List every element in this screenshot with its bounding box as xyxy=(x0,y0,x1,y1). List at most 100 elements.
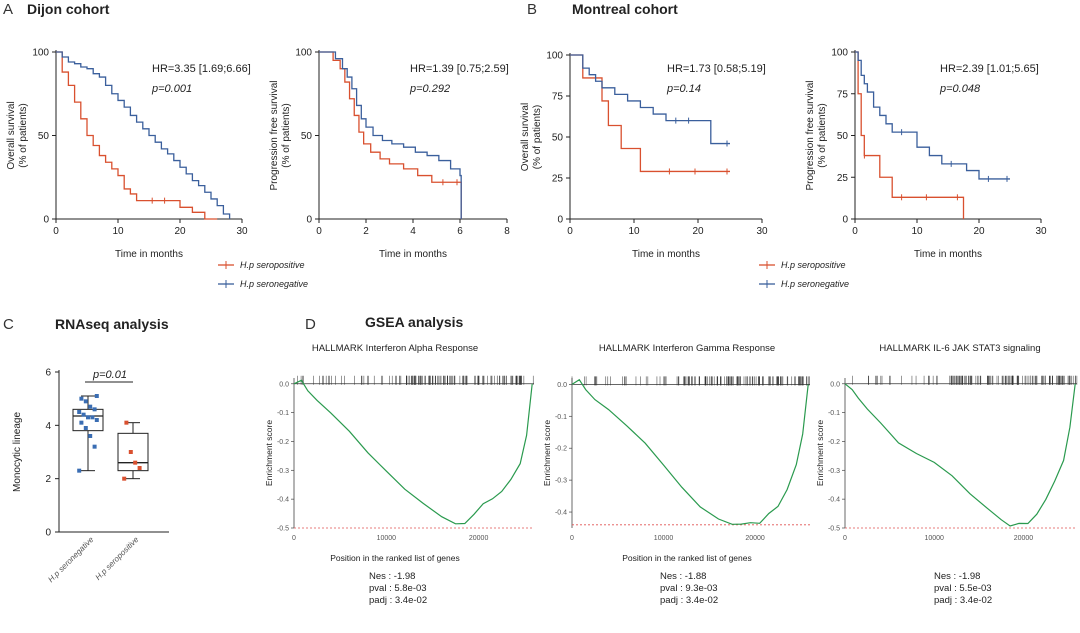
hazard-ratio-label: HR=1.73 [0.58;5.19] xyxy=(667,63,766,75)
y-tick-label: 0 xyxy=(557,215,563,226)
data-point xyxy=(137,466,142,470)
enrichment-curve xyxy=(844,383,1076,527)
y-axis-label: Enrichment score xyxy=(542,420,552,486)
km-chart-dijon-os: 0 10 20 30 0 50 100 Time in months Overall survi… xyxy=(6,48,251,261)
series-line-seronegative xyxy=(56,51,231,219)
data-point xyxy=(77,410,82,414)
padj-label: padj : 3.4e-02 xyxy=(660,595,718,606)
data-point xyxy=(77,468,82,473)
pval-label: pval : 5.5e-03 xyxy=(934,583,992,594)
x-tick-label: 20 xyxy=(174,226,186,237)
panel-title-rnaseq: RNAseq analysis xyxy=(55,316,169,332)
p-value-label: p=0.001 xyxy=(151,83,192,95)
legend-label-seronegative: H.p seronegative xyxy=(781,279,849,289)
p-value-label: p=0.292 xyxy=(409,83,450,95)
x-tick-label: 2 xyxy=(363,226,369,237)
series-line-seronegative xyxy=(570,54,730,145)
y-tick-label: 100 xyxy=(831,48,848,59)
y-tick-label: -0.1 xyxy=(555,414,567,421)
x-category-label: H.p seronegative xyxy=(46,535,96,585)
y-tick-label: -0.4 xyxy=(555,510,567,517)
y-tick-label: 0 xyxy=(45,528,51,539)
x-tick-label: 10 xyxy=(112,226,124,237)
y-axis-label-line: Overall survival xyxy=(6,101,17,169)
x-tick-label: 20000 xyxy=(469,535,489,542)
x-tick-label: 10000 xyxy=(377,535,397,542)
padj-label: padj : 3.4e-02 xyxy=(369,595,427,606)
y-axis-label: Enrichment score xyxy=(264,420,274,486)
x-axis-label: Time in months xyxy=(914,249,982,260)
data-point xyxy=(83,399,88,404)
x-tick-label: 0 xyxy=(316,226,322,237)
y-tick-label: 0.0 xyxy=(557,382,567,389)
nes-label: Nes : -1.98 xyxy=(934,571,980,582)
nes-label: Nes : -1.98 xyxy=(369,571,415,582)
y-tick-label: -0.1 xyxy=(828,410,840,417)
p-value-label: p=0.14 xyxy=(666,83,701,95)
x-tick-label: 20 xyxy=(973,226,985,237)
y-tick-label: 25 xyxy=(552,174,564,185)
gsea-chart-il6: HALLMARK IL-6 JAK STAT3 signaling 0.0 -0.1… xyxy=(815,343,1078,606)
box-iqr xyxy=(117,432,149,472)
y-tick-label: 25 xyxy=(837,173,849,184)
data-point xyxy=(133,460,138,465)
panel-letter-b: B xyxy=(527,1,537,18)
y-tick-label: 0 xyxy=(842,215,848,226)
panel-letter-a: A xyxy=(3,1,13,18)
data-point xyxy=(94,418,99,422)
y-tick-label: 50 xyxy=(301,131,313,142)
y-tick-label: -0.3 xyxy=(555,478,567,485)
gsea-title: HALLMARK IL-6 JAK STAT3 signaling xyxy=(879,343,1040,354)
y-tick-label: -0.3 xyxy=(828,468,840,475)
gsea-chart-ifna: HALLMARK Interferon Alpha Response 0.0 -0.… xyxy=(264,343,534,606)
km-chart-montreal-pfs: 0 10 20 30 0 25 50 75 100 Time in months Progressi… xyxy=(805,48,1047,261)
series-line-seropositive xyxy=(319,51,462,219)
x-tick-label: 8 xyxy=(504,226,510,237)
x-tick-label: 30 xyxy=(1035,226,1047,237)
enrichment-curve xyxy=(293,379,533,525)
y-tick-label: 0 xyxy=(306,215,312,226)
gsea-chart-ifng: HALLMARK Interferon Gamma Response 0.0 -0.… xyxy=(542,343,810,606)
pval-label: pval : 9.3e-03 xyxy=(660,583,718,594)
panel-title-montreal: Montreal cohort xyxy=(572,1,678,17)
y-tick-label: 75 xyxy=(552,92,564,103)
data-point xyxy=(128,450,133,454)
data-point xyxy=(94,394,99,398)
x-tick-label: 10 xyxy=(628,226,640,237)
x-axis-label: Time in months xyxy=(632,249,700,260)
y-tick-label: -0.3 xyxy=(277,468,289,475)
x-tick-label: 10000 xyxy=(654,535,674,542)
y-axis-label-line: (% of patients) xyxy=(281,103,292,167)
y-tick-label: 50 xyxy=(837,131,849,142)
y-tick-label: -0.5 xyxy=(277,526,289,533)
x-axis-label: Time in months xyxy=(379,249,447,260)
y-axis-label-line: (% of patients) xyxy=(532,105,543,169)
y-tick-label: 2 xyxy=(45,474,51,485)
x-tick-label: 0 xyxy=(570,535,574,542)
data-point xyxy=(83,426,88,430)
nes-label: Nes : -1.88 xyxy=(660,571,706,582)
y-tick-label: 100 xyxy=(295,48,312,59)
y-tick-label: -0.5 xyxy=(828,526,840,533)
y-tick-label: -0.2 xyxy=(828,439,840,446)
x-tick-label: 0 xyxy=(852,226,858,237)
y-tick-label: 4 xyxy=(45,421,51,432)
km-chart-montreal-os: 0 10 20 30 0 25 50 75 100 Time in months Overall s… xyxy=(520,51,768,261)
x-tick-label: 0 xyxy=(567,226,573,237)
x-category-label: H.p seropositive xyxy=(93,535,140,582)
x-tick-label: 0 xyxy=(53,226,59,237)
y-tick-label: 0.0 xyxy=(279,381,289,388)
data-point xyxy=(79,420,84,425)
p-value-label: p=0.01 xyxy=(92,369,127,381)
legend-label-seropositive: H.p seropositive xyxy=(781,260,846,270)
box-chart-rnaseq: 0 2 4 6 Monocytic lineage H.p seronegativeH.p… xyxy=(12,368,169,585)
x-tick-label: 20000 xyxy=(745,535,765,542)
data-point xyxy=(124,420,129,425)
data-point xyxy=(81,412,86,417)
km-chart-dijon-pfs: 0 2 4 6 8 0 50 100 Time in months Progression fre… xyxy=(269,48,510,261)
y-tick-label: 100 xyxy=(546,51,563,62)
gsea-title: HALLMARK Interferon Gamma Response xyxy=(599,343,775,354)
series-line-seronegative xyxy=(855,51,1010,180)
legend-label-seronegative: H.p seronegative xyxy=(240,279,308,289)
